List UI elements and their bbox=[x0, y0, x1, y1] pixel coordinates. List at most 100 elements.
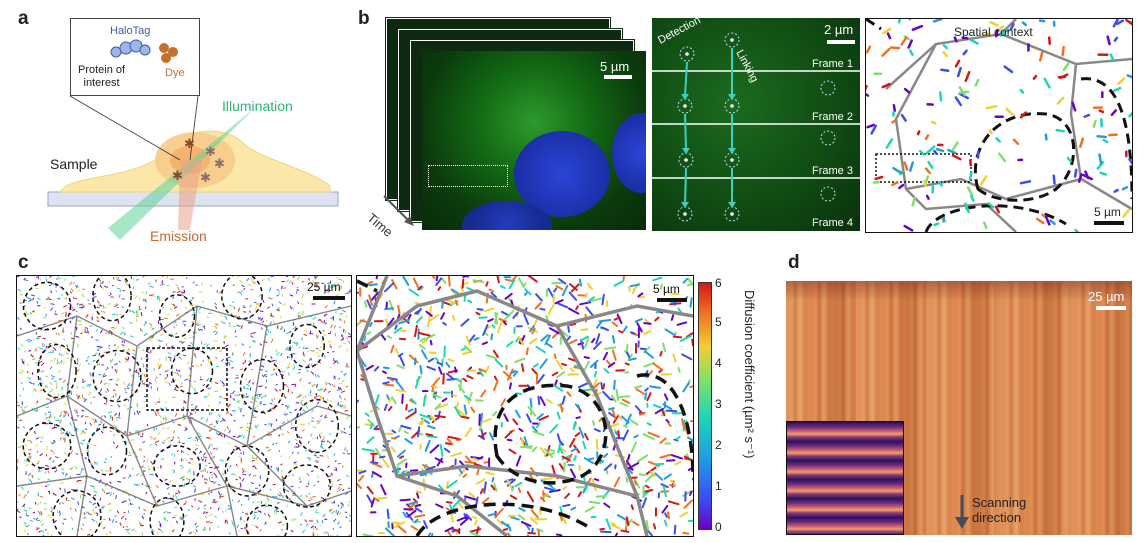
track-segment bbox=[318, 397, 323, 400]
track-segment bbox=[318, 388, 323, 392]
track-segment bbox=[117, 481, 122, 483]
track-segment bbox=[127, 475, 131, 479]
track-segment bbox=[212, 456, 216, 458]
track-segment bbox=[627, 468, 634, 475]
track-segment bbox=[193, 485, 196, 488]
track-segment bbox=[184, 428, 188, 431]
track-segment bbox=[237, 530, 241, 532]
track-segment bbox=[159, 333, 164, 336]
track-segment bbox=[172, 421, 175, 424]
track-segment bbox=[287, 388, 290, 393]
track-segment bbox=[160, 465, 162, 469]
track-segment bbox=[310, 357, 313, 361]
track-segment bbox=[1032, 74, 1038, 80]
frame-front-image: 5 µm bbox=[422, 51, 646, 230]
track-segment bbox=[689, 297, 693, 308]
track-segment bbox=[267, 328, 270, 333]
track-segment bbox=[613, 379, 616, 391]
track-segment bbox=[398, 319, 410, 325]
track-segment bbox=[566, 335, 572, 341]
track-segment bbox=[667, 500, 680, 506]
track-segment bbox=[591, 337, 596, 344]
track-segment bbox=[197, 328, 201, 331]
track-segment bbox=[341, 430, 343, 434]
track-segment bbox=[523, 313, 530, 325]
track-segment bbox=[324, 381, 327, 384]
track-segment bbox=[300, 295, 304, 299]
panel-a-inset bbox=[70, 18, 200, 96]
track-segment bbox=[294, 439, 298, 441]
track-segment bbox=[394, 348, 399, 355]
track-segment bbox=[982, 221, 988, 230]
track-segment bbox=[493, 483, 498, 492]
track-segment bbox=[107, 411, 112, 414]
track-segment bbox=[635, 388, 645, 395]
track-segment bbox=[160, 465, 163, 470]
track-segment bbox=[102, 306, 107, 309]
track-segment bbox=[110, 492, 112, 497]
track-segment bbox=[342, 406, 345, 410]
track-segment bbox=[82, 397, 85, 400]
track-segment bbox=[37, 297, 41, 300]
track-segment bbox=[271, 303, 274, 307]
track-segment bbox=[388, 397, 392, 403]
track-segment bbox=[333, 518, 337, 522]
track-segment bbox=[173, 454, 176, 457]
track-segment bbox=[329, 492, 331, 495]
track-segment bbox=[17, 426, 20, 429]
track-segment bbox=[242, 305, 246, 307]
track-segment bbox=[127, 383, 130, 387]
track-segment bbox=[410, 398, 417, 405]
track-segment bbox=[1019, 88, 1025, 94]
track-segment bbox=[148, 468, 151, 471]
track-segment bbox=[135, 430, 139, 432]
track-segment bbox=[373, 365, 380, 372]
track-segment bbox=[681, 418, 685, 428]
track-segment bbox=[207, 358, 210, 363]
track-segment bbox=[259, 529, 262, 532]
track-segment bbox=[938, 91, 943, 102]
track-segment bbox=[170, 345, 174, 349]
track-segment bbox=[202, 384, 205, 386]
track-segment bbox=[214, 515, 217, 518]
track-segment bbox=[178, 515, 182, 520]
track-segment bbox=[515, 392, 522, 395]
track-segment bbox=[50, 399, 52, 402]
track-segment bbox=[891, 181, 899, 187]
panel-b-label: b bbox=[358, 8, 370, 29]
track-segment bbox=[109, 379, 113, 381]
track-segment bbox=[345, 516, 348, 519]
track-segment bbox=[551, 371, 559, 377]
track-segment bbox=[627, 357, 637, 361]
track-segment bbox=[176, 520, 178, 524]
track-segment bbox=[233, 306, 235, 309]
time-arrow-icon bbox=[383, 195, 414, 226]
track-segment bbox=[114, 515, 117, 517]
track-segment bbox=[54, 469, 58, 473]
track-segment bbox=[113, 441, 115, 444]
colorbar-tick-3: 3 bbox=[715, 397, 722, 411]
track-segment bbox=[881, 47, 891, 57]
track-segment bbox=[83, 517, 86, 519]
track-segment bbox=[324, 305, 328, 309]
track-segment bbox=[642, 433, 655, 440]
track-segment bbox=[987, 202, 995, 209]
track-segment bbox=[998, 25, 1005, 31]
track-segment bbox=[297, 443, 300, 447]
track-segment bbox=[82, 439, 86, 442]
track-segment bbox=[100, 415, 103, 418]
track-segment bbox=[425, 310, 433, 317]
track-segment bbox=[183, 502, 186, 506]
track-segment bbox=[142, 349, 145, 351]
track-segment bbox=[340, 390, 346, 393]
track-segment bbox=[253, 509, 257, 513]
track-segment bbox=[283, 396, 287, 398]
track-segment bbox=[285, 385, 289, 389]
track-segment bbox=[246, 426, 250, 430]
track-segment bbox=[228, 532, 232, 535]
track-segment bbox=[643, 330, 652, 335]
track-segment bbox=[613, 476, 621, 488]
track-segment bbox=[75, 429, 78, 432]
track-segment bbox=[340, 401, 343, 403]
track-segment bbox=[661, 409, 666, 417]
